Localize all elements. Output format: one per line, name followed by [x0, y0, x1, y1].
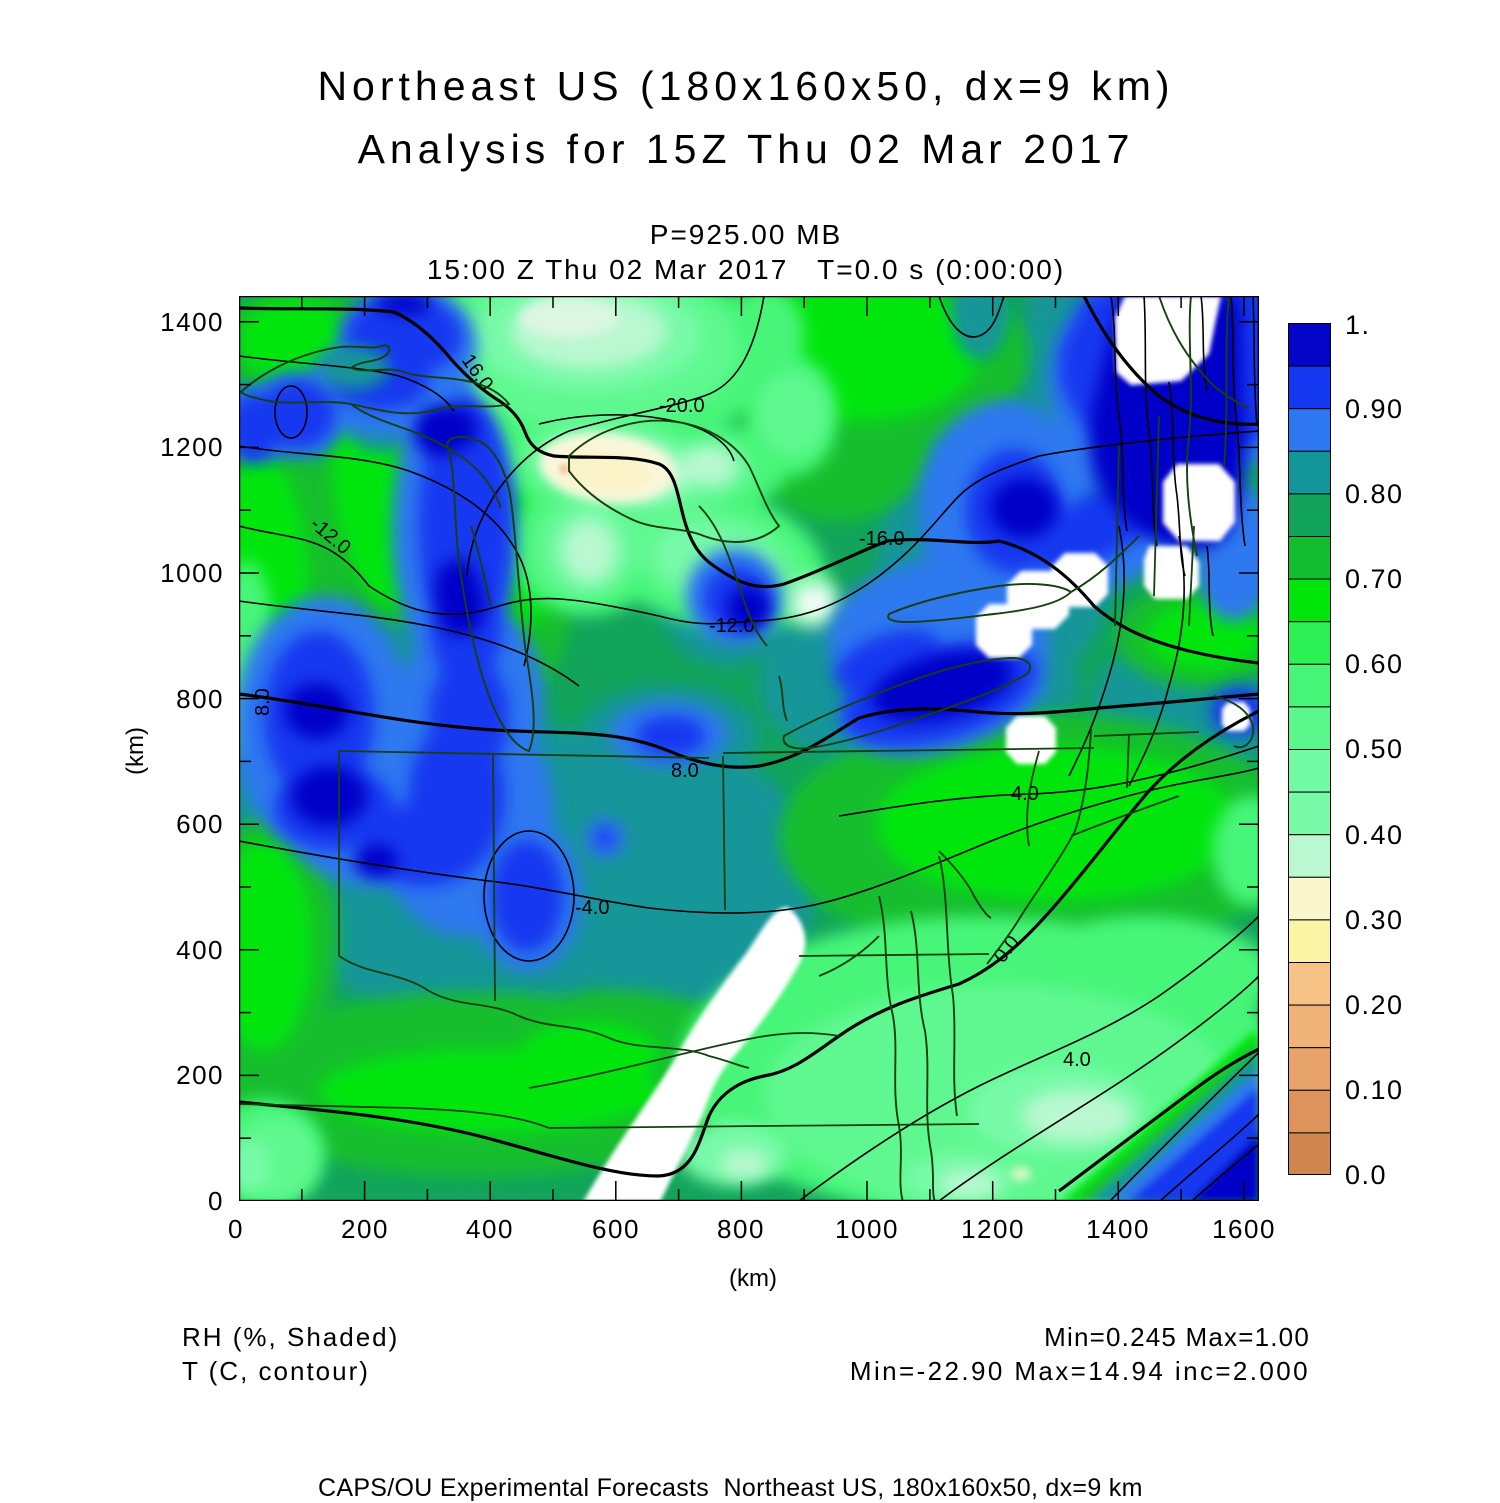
svg-text:8.0: 8.0 [252, 688, 274, 716]
svg-text:-12.0: -12.0 [709, 615, 755, 637]
svg-text:-20.0: -20.0 [659, 395, 705, 417]
svg-text:-4.0: -4.0 [575, 897, 609, 919]
svg-text:-16.0: -16.0 [859, 528, 905, 550]
svg-text:8.0: 8.0 [671, 760, 699, 782]
svg-text:4.0: 4.0 [1063, 1049, 1091, 1071]
svg-text:4.0: 4.0 [1011, 783, 1039, 805]
